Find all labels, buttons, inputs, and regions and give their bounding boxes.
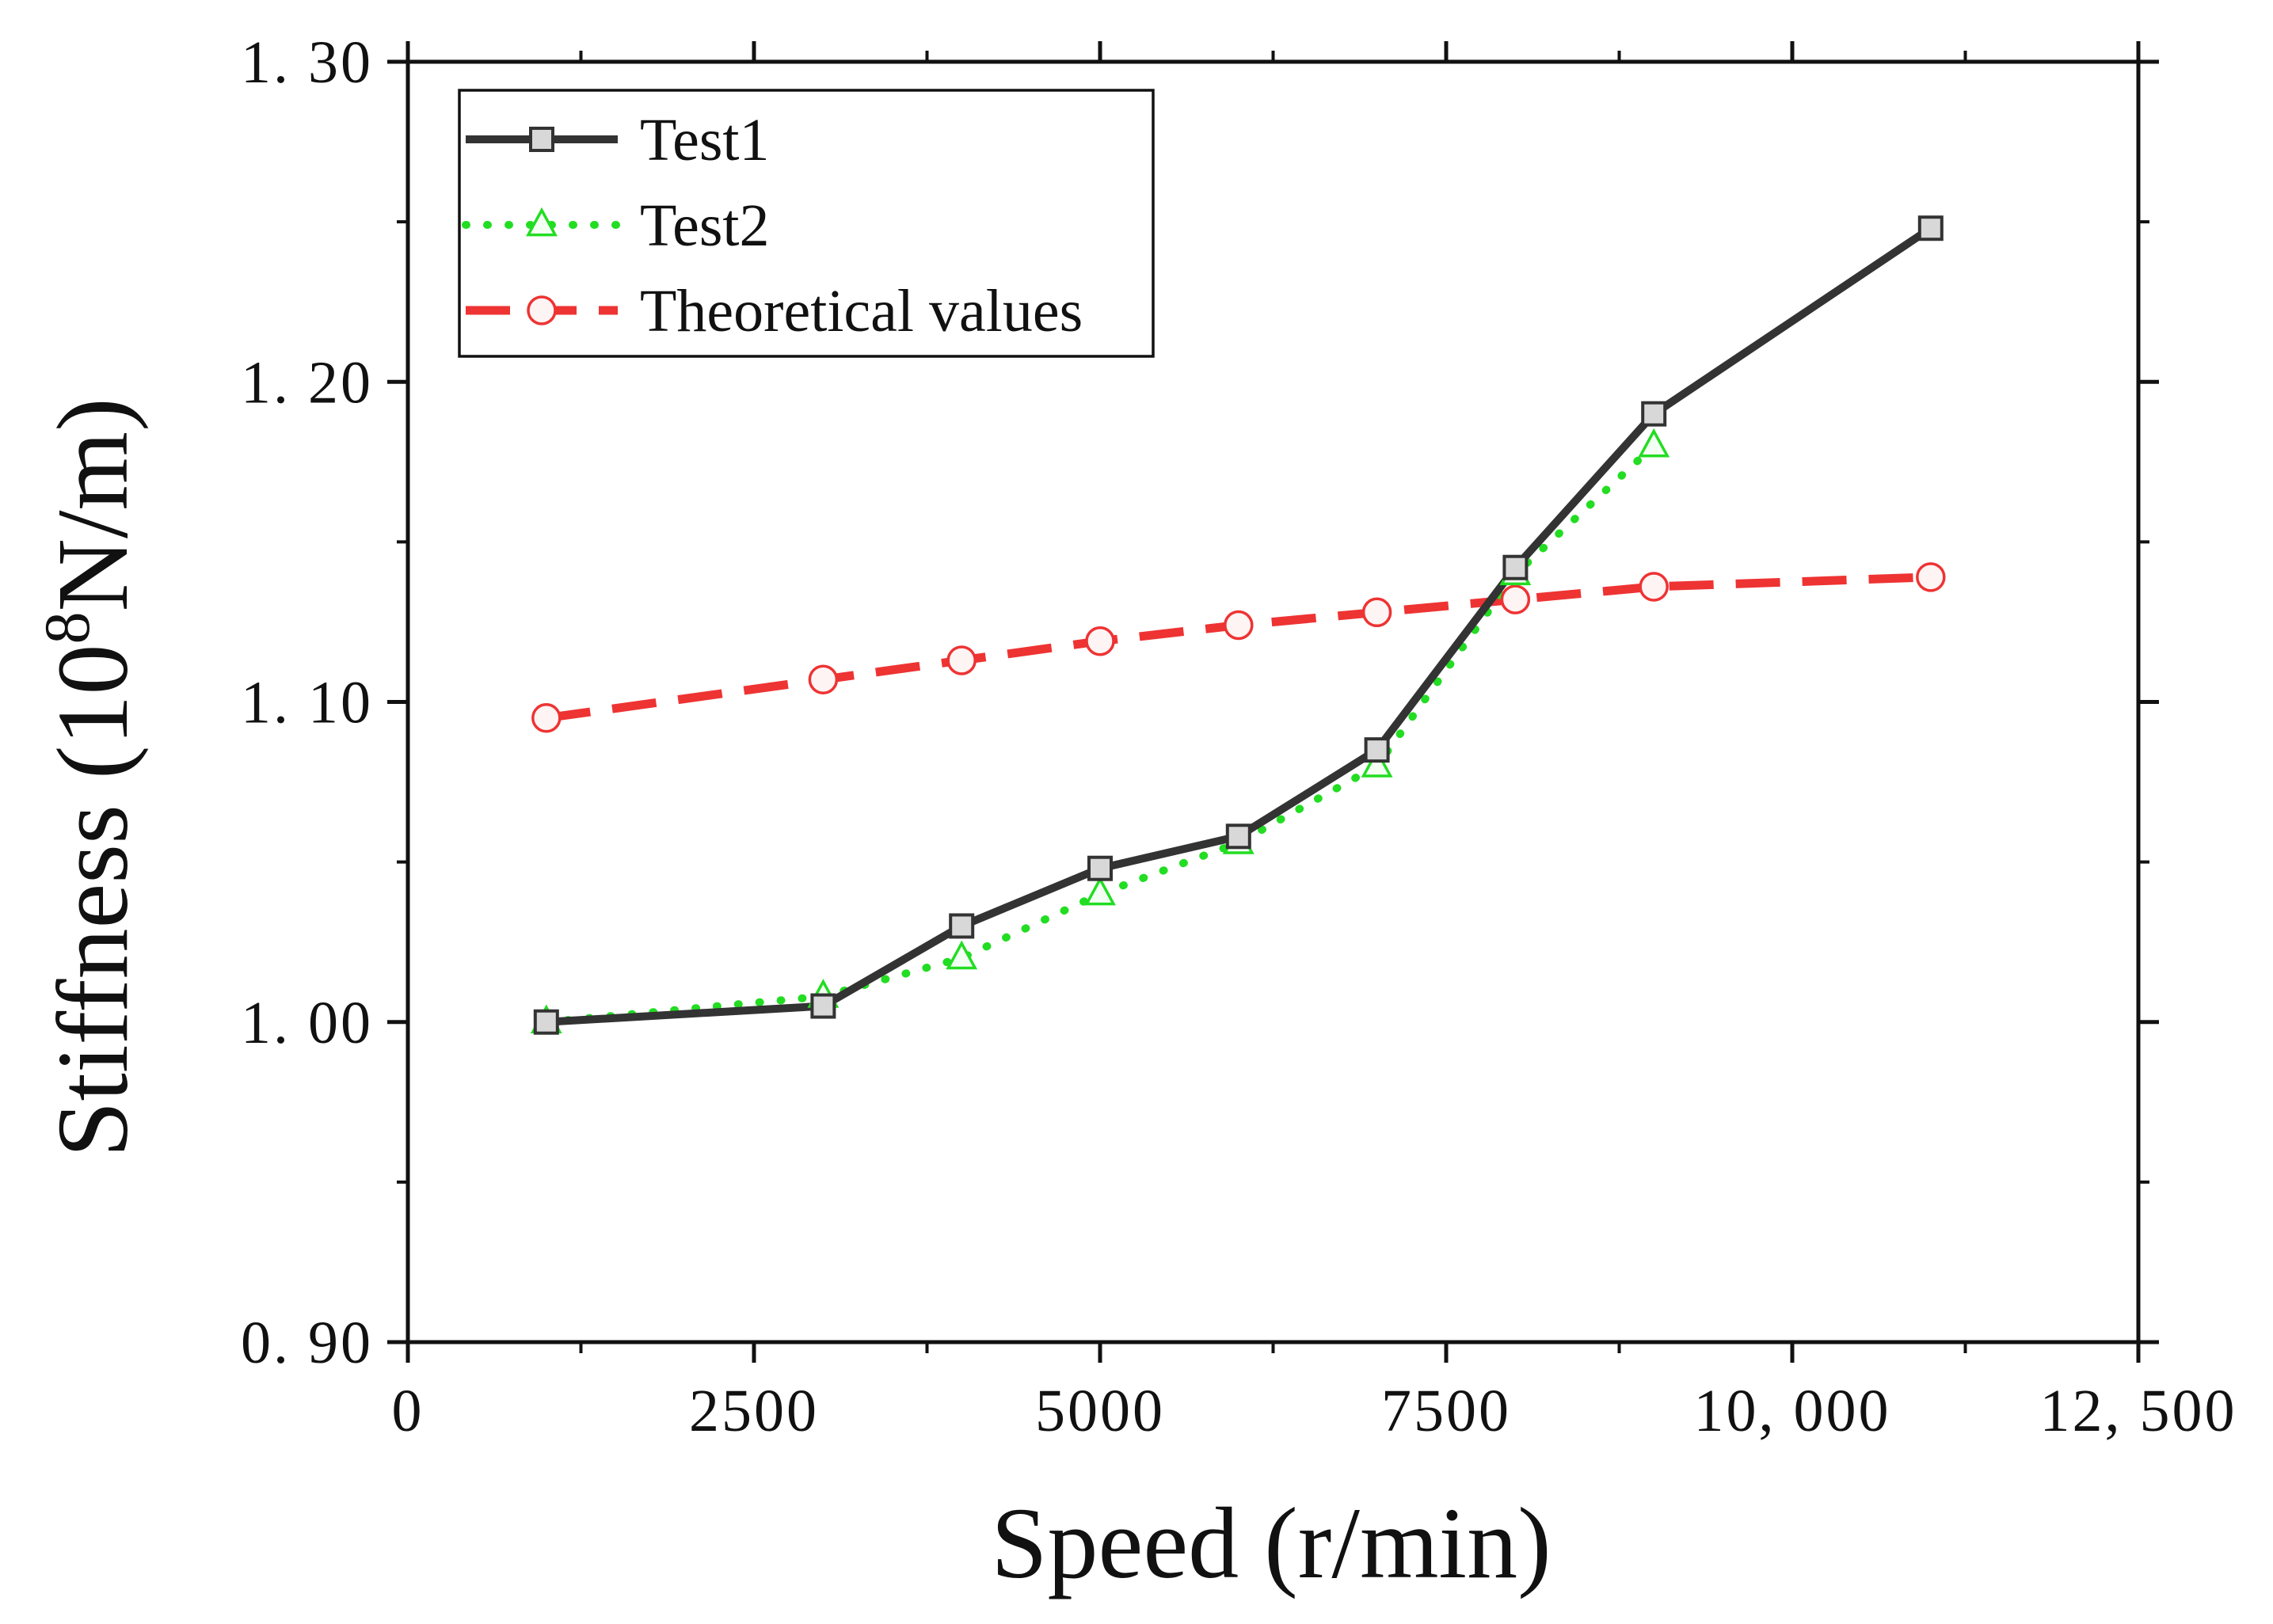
y-axis-title: Stiffness (108N/m) <box>31 397 149 1158</box>
data-point-test1-shape <box>1641 401 1667 427</box>
y-tick-label: 1. 20 <box>241 349 373 416</box>
legend-marker-test1 <box>529 127 554 152</box>
data-point-test1-shape <box>1502 554 1529 580</box>
data-point-theoretical-values <box>1500 584 1531 614</box>
data-point-test1 <box>1364 737 1390 763</box>
data-point-test1 <box>1502 554 1529 580</box>
data-point-test1 <box>810 993 836 1019</box>
y-tick-label: 0. 90 <box>241 1310 373 1376</box>
axis-labels: Speed (r/min) Stiffness (108N/m) <box>31 397 1552 1599</box>
data-point-test1-shape <box>1087 855 1113 881</box>
y-tick-label: 1. 30 <box>241 29 373 96</box>
y-axis-title-prefix: Stiffness (10 <box>36 644 149 1157</box>
data-point-test1-shape <box>949 913 975 939</box>
x-tick-label: 12, 500 <box>2040 1378 2237 1444</box>
data-point-test1 <box>1917 215 1944 242</box>
data-point-test1 <box>1087 855 1113 881</box>
x-tick-label: 0 <box>392 1378 425 1444</box>
data-point-theoretical-values <box>1085 626 1115 656</box>
data-point-test1-shape <box>533 1009 559 1035</box>
data-point-theoretical-values <box>808 664 839 694</box>
data-point-test1-shape <box>1917 215 1944 242</box>
data-point-test1 <box>533 1009 559 1035</box>
data-point-theoretical-values <box>1361 597 1392 628</box>
data-point-test1 <box>1225 823 1251 850</box>
y-axis-title-suffix: N/m) <box>36 397 149 611</box>
data-point-test1-shape <box>1225 823 1251 850</box>
legend-label-test2: Test2 <box>640 192 770 259</box>
data-point-theoretical-values <box>946 645 977 675</box>
y-axis-title-superscript: 8 <box>31 611 103 644</box>
series-line-test2 <box>542 442 1658 1026</box>
series-line-theoretical-values <box>546 572 1931 723</box>
data-point-test1 <box>1641 401 1667 427</box>
x-tick-label: 7500 <box>1381 1378 1511 1444</box>
x-tick-label: 5000 <box>1035 1378 1165 1444</box>
y-tick-label: 1. 10 <box>241 670 373 736</box>
x-tick-label: 10, 000 <box>1694 1378 1891 1444</box>
x-axis-title: Speed (r/min) <box>991 1487 1551 1599</box>
legend-label-theoretical-values: Theoretical values <box>640 278 1083 344</box>
legend-marker-test1-shape <box>529 127 554 152</box>
data-point-theoretical-values <box>1224 610 1254 641</box>
legend: Test1 Test2 Theoretical values <box>458 89 1155 358</box>
data-point-test1-shape <box>1364 737 1390 763</box>
data-point-test2 <box>1361 748 1393 778</box>
legend-marker-test2 <box>526 207 558 237</box>
marks-layer <box>530 215 1946 1035</box>
data-point-test2 <box>946 940 978 970</box>
data-point-test1 <box>949 913 975 939</box>
data-point-theoretical-values <box>1639 572 1669 602</box>
data-point-test2 <box>1084 876 1116 906</box>
legend-label-test1: Test1 <box>640 107 770 173</box>
data-point-theoretical-values <box>1916 562 1946 592</box>
data-point-theoretical-values <box>531 702 562 733</box>
legend-marker-theoretical-values <box>527 295 557 325</box>
x-tick-label: 2500 <box>689 1378 819 1444</box>
y-tick-label: 1. 00 <box>241 990 373 1056</box>
data-point-test2 <box>1638 428 1670 458</box>
axes-layer: 0 2500 5000 7500 10, 000 12, 500 0. 90 1. 00 1. … <box>241 29 2237 1444</box>
data-point-test1-shape <box>810 993 836 1019</box>
